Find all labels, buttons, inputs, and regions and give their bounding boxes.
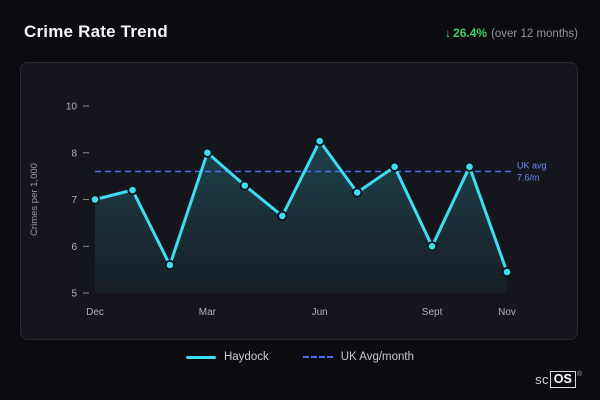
y-axis-title: Crimes per 1,000 bbox=[29, 163, 40, 236]
uk-avg-value: 7.6/m bbox=[517, 173, 540, 183]
x-tick-label: Mar bbox=[199, 307, 217, 318]
x-tick-label: Jun bbox=[312, 307, 328, 318]
trend-period: (over 12 months) bbox=[491, 28, 578, 40]
y-tick-label: 6 bbox=[71, 242, 77, 253]
data-point bbox=[277, 210, 288, 221]
logo-box: OS bbox=[549, 371, 576, 388]
x-tick-label: Sept bbox=[422, 307, 443, 318]
trend-value: 26.4% bbox=[453, 26, 488, 40]
y-tick-label: 7 bbox=[71, 195, 77, 206]
haydock-line bbox=[93, 139, 509, 274]
x-tick-label: Nov bbox=[498, 307, 516, 318]
trend-chart: 5 6 7 8 10 Dec Mar Jun Sept Nov Crimes per 1,000 UK… bbox=[29, 102, 547, 319]
trend-down-arrow-icon: ↓ bbox=[445, 26, 452, 40]
y-tick-label: 5 bbox=[71, 289, 77, 300]
area-fill bbox=[95, 141, 507, 293]
data-point bbox=[352, 187, 363, 198]
page-title: Crime Rate Trend bbox=[24, 22, 168, 41]
legend-item-uk-avg[interactable]: UK Avg/month bbox=[302, 351, 415, 363]
uk-avg-dash-swatch bbox=[302, 356, 333, 358]
data-point bbox=[426, 241, 438, 252]
x-tick-label: Dec bbox=[86, 307, 104, 318]
haydock-line-swatch bbox=[185, 355, 216, 359]
data-point bbox=[202, 147, 213, 158]
data-point bbox=[464, 161, 475, 172]
chart-card: 5 6 7 8 10 Dec Mar Jun Sept Nov Crimes per 1,000 UK… bbox=[20, 62, 578, 340]
data-point bbox=[389, 161, 400, 172]
header: Crime Rate Trend ↓ 26.4% (over 12 months) bbox=[24, 22, 578, 42]
uk-avg-label: UK avg bbox=[517, 161, 547, 171]
trend-indicator: ↓ 26.4% (over 12 months) bbox=[445, 26, 578, 40]
scos-logo: sc OS ® bbox=[535, 371, 582, 388]
chart-legend: Haydock UK Avg/month bbox=[0, 351, 600, 363]
y-tick-label: 10 bbox=[66, 102, 78, 113]
data-point bbox=[239, 180, 250, 191]
registered-mark: ® bbox=[576, 371, 582, 378]
data-point bbox=[127, 185, 138, 196]
data-point bbox=[164, 259, 175, 271]
data-point bbox=[89, 194, 101, 205]
logo-prefix: sc bbox=[535, 372, 549, 387]
legend-label-uk-avg: UK Avg/month bbox=[340, 351, 415, 363]
data-point bbox=[501, 266, 513, 278]
y-tick-label: 8 bbox=[71, 148, 77, 159]
legend-item-haydock[interactable]: Haydock bbox=[185, 351, 269, 363]
legend-label-haydock: Haydock bbox=[223, 351, 269, 363]
data-point bbox=[314, 136, 325, 147]
